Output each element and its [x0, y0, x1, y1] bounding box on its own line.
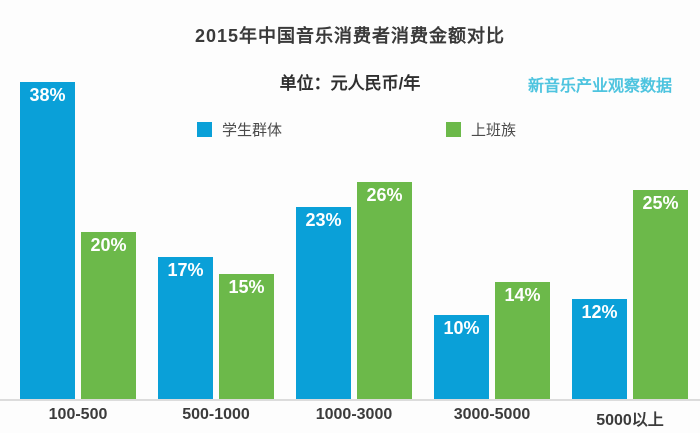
legend-item-students: 学生群体: [197, 120, 283, 139]
chart-unit-label: 单位：元人民币/年: [279, 74, 421, 93]
bar-students-5000以上: 12%: [572, 299, 627, 399]
bar-workers-100-500: 20%: [81, 232, 136, 399]
x-axis-label-3000-5000: 3000-5000: [453, 406, 531, 423]
x-axis-line: [0, 399, 700, 401]
bar-workers-3000-5000: 14%: [495, 282, 550, 399]
x-axis-label-500-1000: 500-1000: [182, 406, 250, 423]
chart-legend: 学生群体 上班族: [0, 120, 700, 139]
legend-swatch-workers: [446, 121, 461, 137]
bar-value-label: 12%: [581, 302, 618, 322]
bar-value-label: 38%: [29, 85, 66, 105]
legend-label-workers: 上班族: [471, 121, 517, 139]
chart-source-label: 新音乐产业观察数据: [527, 78, 672, 95]
bar-value-label: 17%: [167, 260, 204, 280]
bar-students-100-500: 38%: [20, 82, 75, 399]
chart-title: 2015年中国音乐消费者消费金额对比: [194, 26, 506, 46]
bar-value-label: 14%: [504, 285, 541, 305]
bar-workers-500-1000: 15%: [219, 274, 274, 399]
legend-item-workers: 上班族: [446, 120, 517, 139]
x-axis-label-1000-3000: 1000-3000: [315, 406, 393, 423]
bar-students-1000-3000: 23%: [296, 207, 351, 399]
legend-label-students: 学生群体: [222, 121, 283, 139]
bar-value-label: 20%: [90, 235, 127, 255]
legend-swatch-students: [197, 121, 212, 137]
x-axis-label-5000以上: 5000以上: [596, 412, 664, 429]
bar-value-label: 26%: [366, 185, 403, 205]
bar-value-label: 10%: [443, 318, 480, 338]
bar-value-label: 15%: [228, 277, 265, 297]
bar-value-label: 23%: [305, 210, 342, 230]
bar-students-500-1000: 17%: [158, 257, 213, 399]
bar-students-3000-5000: 10%: [434, 315, 489, 399]
bar-workers-5000以上: 25%: [633, 190, 688, 399]
x-axis-label-100-500: 100-500: [48, 406, 108, 423]
bar-value-label: 25%: [642, 193, 679, 213]
bar-workers-1000-3000: 26%: [357, 182, 412, 399]
